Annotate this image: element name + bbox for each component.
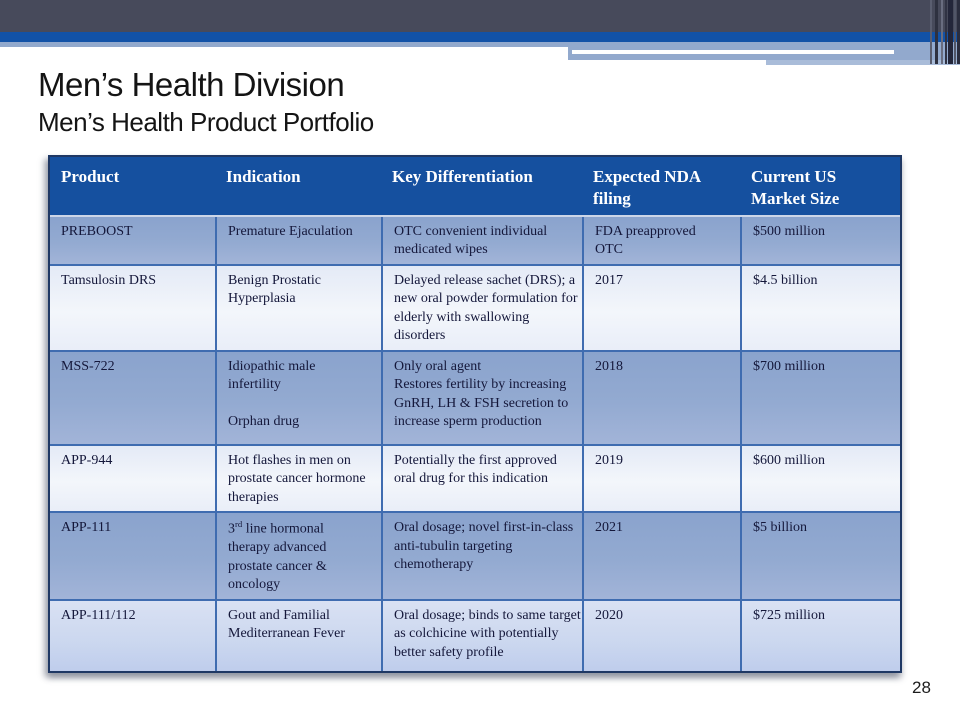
market-size-cell: $600 million bbox=[740, 445, 900, 512]
nda-filing-cell: FDA preapproved OTC bbox=[582, 217, 740, 264]
product-cell: APP-944 bbox=[61, 452, 113, 468]
banner-blue-bar bbox=[0, 32, 960, 42]
column-header-expected-nda-filing: Expected NDA filing bbox=[593, 167, 701, 209]
column-header-product: Product bbox=[61, 167, 120, 186]
product-cell: MSS-722 bbox=[61, 358, 115, 374]
page-number: 28 bbox=[912, 678, 931, 697]
product-portfolio-table: Product Indication Key Differentiation E… bbox=[48, 155, 902, 673]
indication-cell: 3rd line hormonal therapy advanced prost… bbox=[215, 513, 381, 599]
product-cell: APP-111/112 bbox=[61, 607, 136, 623]
page-title: Men’s Health Division bbox=[38, 66, 345, 103]
pinstripe-decoration bbox=[945, 0, 947, 64]
banner-lightblue-stripe bbox=[0, 42, 960, 47]
market-size-cell: $5 billion bbox=[740, 513, 900, 599]
page-subtitle: Men’s Health Product Portfolio bbox=[38, 106, 374, 137]
indication-cell: Idiopathic male infertility Orphan drug bbox=[215, 351, 381, 444]
differentiation-cell: Oral dosage; novel first-in-class anti-t… bbox=[381, 513, 582, 599]
title-block: Men’s Health Division Men’s Health Produ… bbox=[38, 66, 374, 138]
differentiation-cell: Delayed release sachet (DRS); a new oral… bbox=[381, 265, 582, 350]
product-cell: APP-111 bbox=[61, 520, 112, 536]
banner-white-stripe bbox=[572, 50, 894, 54]
differentiation-cell: Oral dosage; binds to same target as col… bbox=[381, 600, 582, 671]
market-size-cell: $500 million bbox=[740, 217, 900, 264]
ordinal-superscript: rd bbox=[235, 519, 243, 530]
banner-lower-stripe bbox=[766, 60, 960, 65]
table-row: PREBOOST Premature Ejaculation OTC conve… bbox=[50, 215, 900, 264]
banner-slate-bar bbox=[0, 0, 960, 32]
column-header-indication: Indication bbox=[226, 167, 301, 186]
pinstripe-decoration bbox=[948, 0, 953, 64]
table-header-row: Product Indication Key Differentiation E… bbox=[50, 157, 900, 215]
indication-cell: Gout and Familial Mediterranean Fever bbox=[215, 600, 381, 671]
table-row: APP-111/112 Gout and Familial Mediterran… bbox=[50, 598, 900, 671]
pinstripe-decoration bbox=[935, 0, 938, 64]
table-row: APP-111 3rd line hormonal therapy advanc… bbox=[50, 511, 900, 599]
nda-filing-cell: 2020 bbox=[582, 600, 740, 671]
nda-filing-cell: 2021 bbox=[582, 513, 740, 599]
column-header-current-us-market-size: Current US Market Size bbox=[751, 167, 840, 209]
pinstripe-decoration bbox=[957, 0, 960, 64]
differentiation-cell: Potentially the first approved oral drug… bbox=[381, 445, 582, 512]
nda-filing-cell: 2019 bbox=[582, 445, 740, 512]
pinstripe-decoration bbox=[941, 0, 943, 64]
indication-cell: Benign Prostatic Hyperplasia bbox=[215, 265, 381, 350]
table-row: MSS-722 Idiopathic male infertility Orph… bbox=[50, 349, 900, 444]
indication-cell: Hot flashes in men on prostate cancer ho… bbox=[215, 445, 381, 512]
product-cell: Tamsulosin DRS bbox=[61, 272, 157, 288]
product-cell: PREBOOST bbox=[61, 224, 133, 239]
table-row: Tamsulosin DRS Benign Prostatic Hyperpla… bbox=[50, 263, 900, 350]
table-row: APP-944 Hot flashes in men on prostate c… bbox=[50, 443, 900, 512]
differentiation-cell: Only oral agent Restores fertility by in… bbox=[381, 351, 582, 444]
market-size-cell: $700 million bbox=[740, 351, 900, 444]
orphan-drug-note: Orphan drug bbox=[228, 413, 300, 429]
pinstripe-decoration bbox=[930, 0, 932, 64]
differentiation-cell: OTC convenient individual medicated wipe… bbox=[381, 217, 582, 264]
pinstripe-decoration bbox=[954, 0, 956, 64]
column-header-key-differentiation: Key Differentiation bbox=[392, 167, 533, 186]
nda-filing-cell: 2018 bbox=[582, 351, 740, 444]
nda-filing-cell: 2017 bbox=[582, 265, 740, 350]
indication-cell: Premature Ejaculation bbox=[215, 217, 381, 264]
market-size-cell: $4.5 billion bbox=[740, 265, 900, 350]
market-size-cell: $725 million bbox=[740, 600, 900, 671]
